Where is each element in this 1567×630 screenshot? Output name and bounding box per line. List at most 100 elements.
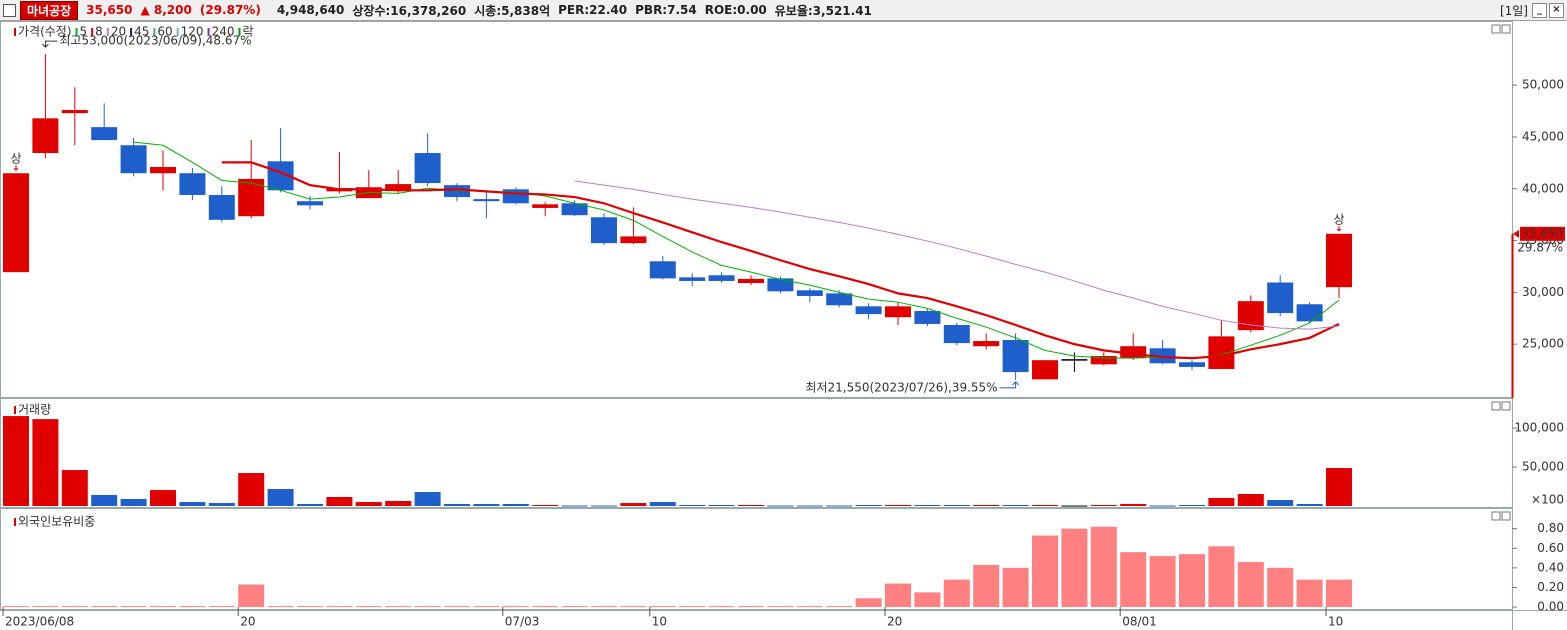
- bar: [885, 504, 911, 506]
- last-change-label: 29.87%: [1517, 240, 1563, 254]
- period[interactable]: [1일]: [1499, 3, 1528, 18]
- candle-body: [591, 217, 617, 244]
- listed: 상장수:16,378,260: [352, 3, 467, 18]
- bar: [796, 505, 823, 507]
- legend-swatch: [207, 28, 210, 36]
- bar: [708, 606, 735, 608]
- bar: [561, 505, 588, 507]
- candle-body: [1002, 339, 1029, 373]
- y-tick-label: 25,000: [1522, 337, 1564, 351]
- bar: [943, 579, 970, 608]
- bar: [1237, 561, 1264, 608]
- bar: [1237, 493, 1264, 506]
- bar: [885, 583, 911, 608]
- bar: [767, 606, 794, 608]
- bar: [1208, 498, 1235, 506]
- price: 35,650: [86, 3, 133, 17]
- bar: [826, 606, 853, 608]
- bar: [1296, 579, 1323, 608]
- candle-body: [679, 277, 706, 281]
- y-tick-label: 50,000: [1522, 78, 1564, 92]
- bar: [1179, 504, 1205, 506]
- bar: [61, 606, 88, 608]
- pbr: PBR:7.54: [635, 3, 697, 17]
- x-tick-label: 20: [240, 615, 255, 629]
- legend-label: 가격(수정): [18, 25, 72, 39]
- bar: [208, 503, 235, 506]
- header-bar: 마녀공장 35,650 ▲ 8,200 (29.87%) 4,948,640 상장…: [0, 0, 1567, 21]
- minimize-button[interactable]: _: [1532, 2, 1547, 18]
- candle-body: [708, 275, 735, 281]
- bar: [591, 606, 617, 608]
- bar: [620, 503, 647, 506]
- candle-body: [796, 290, 823, 296]
- candle-body: [1090, 356, 1117, 365]
- bar: [1120, 503, 1147, 506]
- legend-swatch: [176, 28, 179, 36]
- panel-swatch: [14, 518, 16, 526]
- change-value: 8,200: [153, 3, 192, 17]
- bar: [973, 504, 1000, 506]
- bar: [855, 504, 882, 506]
- bar: [385, 606, 412, 608]
- retention: 유보율:3,521.41: [774, 3, 872, 18]
- candle-body: [120, 145, 147, 174]
- legend-swatch: [153, 28, 156, 36]
- bar: [1032, 535, 1058, 608]
- candle-body: [738, 278, 764, 284]
- bar: [1149, 556, 1176, 608]
- bar: [649, 502, 676, 506]
- bar: [3, 606, 29, 608]
- candle-body: [620, 236, 647, 244]
- bar: [502, 606, 529, 608]
- x-tick-label: 10: [652, 615, 667, 629]
- candle-body: [1149, 348, 1176, 364]
- checkbox[interactable]: [3, 3, 16, 17]
- limit-up-label: 상: [1333, 212, 1344, 226]
- bar: [326, 606, 353, 608]
- panel-swatch: [14, 406, 16, 414]
- panel-title: 외국인보유비중: [18, 515, 95, 529]
- bar: [591, 505, 617, 507]
- panel-buttons[interactable]: [1491, 24, 1511, 521]
- legend-label: 60: [157, 25, 172, 39]
- bar: [649, 606, 676, 608]
- bar: [238, 473, 265, 506]
- legend-label: 5: [80, 25, 88, 39]
- candle-body: [1296, 304, 1323, 322]
- legend-label: 240: [212, 25, 235, 39]
- legend-label: 8: [95, 25, 103, 39]
- bar: [1090, 504, 1117, 506]
- bar: [238, 584, 265, 608]
- candle-body: [973, 341, 1000, 347]
- low-annotation: 최저21,550(2023/07/26),39.55%: [805, 380, 997, 394]
- bar: [1179, 554, 1205, 608]
- candle-body: [1061, 359, 1088, 361]
- bar: [1061, 528, 1088, 608]
- bar: [150, 606, 176, 608]
- bar: [796, 606, 823, 608]
- bar: [1267, 567, 1294, 608]
- close-button[interactable]: ×: [1549, 2, 1564, 18]
- y-tick-label: 0.00: [1537, 600, 1564, 614]
- volume: 4,948,640: [276, 3, 345, 17]
- bar: [561, 606, 588, 608]
- candle-body: [502, 189, 529, 204]
- bar: [738, 606, 764, 608]
- bar: [1002, 504, 1029, 506]
- bar: [1149, 505, 1176, 507]
- bar: [1267, 499, 1294, 506]
- per: PER:22.40: [558, 3, 628, 17]
- change-pct: (29.87%): [199, 3, 261, 17]
- stock-name[interactable]: 마녀공장: [20, 0, 79, 20]
- candle-body: [473, 199, 500, 202]
- y-tick-label: 45,000: [1522, 129, 1564, 143]
- y-tick-label: 0.80: [1537, 521, 1564, 535]
- bar: [444, 606, 470, 608]
- legend-label: 45: [134, 25, 149, 39]
- volume-panel: [0, 398, 1513, 508]
- bar: [32, 606, 59, 608]
- candle-body: [561, 203, 588, 216]
- bar: [326, 496, 353, 506]
- bar: [1208, 546, 1235, 608]
